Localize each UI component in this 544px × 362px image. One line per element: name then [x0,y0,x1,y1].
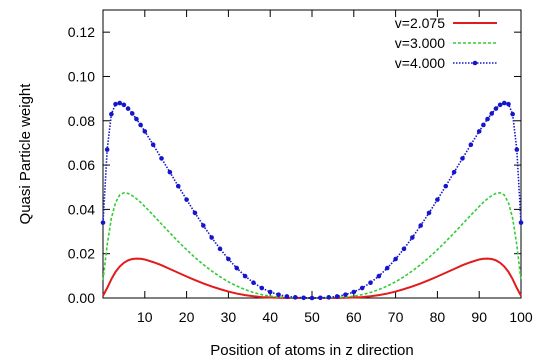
series-point-3 [284,294,290,299]
x-tick-label: 90 [471,309,487,325]
series-point-3 [276,292,281,297]
series-point-3 [242,273,248,279]
plot-frame [102,9,522,299]
series-point-3 [334,294,340,299]
series-point-3 [476,129,482,134]
x-tick-label: 30 [221,309,237,325]
series-point-3 [234,265,240,271]
series-point-3 [493,106,499,111]
x-tick-label: 100 [509,309,533,325]
legend-label: v=2.075 [395,15,445,31]
series-point-3 [292,295,298,300]
series-point-3 [501,100,507,106]
series-point-3 [100,220,106,225]
series-point-3 [226,256,231,262]
y-tick-label: 0.08 [68,113,95,129]
series-point-3 [184,197,189,202]
series-point-3 [121,102,127,108]
series-point-3 [159,156,164,161]
y-tick-label: 0.10 [68,68,95,84]
series-point-3 [129,111,135,116]
series-point-3 [384,265,390,271]
series-point-3 [460,156,465,161]
series-line-3 [102,102,522,299]
series-point-3 [368,280,373,286]
legend-label: v=4.000 [395,55,445,71]
series-point-3 [418,223,423,228]
x-axis-label-group: Position of atoms in z direction [210,342,413,359]
x-tick-label: 70 [388,309,404,325]
series-point-3 [142,129,148,134]
series-point-3 [109,111,114,117]
series-point-3 [217,246,223,252]
series-point-3 [267,289,273,295]
series-point-3 [138,122,143,128]
series-point-3 [510,111,515,117]
series-point-3 [443,183,449,189]
y-tick-label: 0.04 [68,201,95,217]
series-point-3 [134,116,139,122]
series-point-3 [359,285,365,291]
series-point-3 [326,295,332,300]
series-point-3 [489,111,495,116]
series-point-3 [117,100,123,106]
x-tick-label: 80 [430,309,446,325]
series-point-3 [514,147,520,152]
series-point-3 [468,142,474,147]
series-point-3 [125,106,131,111]
y-tick-label: 0.02 [68,246,95,262]
series-point-3 [104,147,110,152]
series-point-3 [251,280,256,286]
series-point-3 [497,102,503,108]
series-point-3 [351,289,357,295]
series-point-3 [435,197,440,202]
series-point-3 [451,169,457,175]
series-point-3 [113,101,118,107]
y-tick-label: 0.06 [68,157,95,173]
series-point-3 [309,295,315,301]
x-tick-label: 50 [304,309,320,325]
y-axis-label: Quasi Particle weight [17,83,34,225]
y-axis-label-group: Quasi Particle weight [17,83,34,225]
series-point-3 [343,292,348,297]
series-point-3 [301,295,306,301]
series-point-3 [175,183,181,189]
x-tick-label: 20 [179,309,195,325]
series-point-3 [209,235,214,240]
series-point-3 [259,285,265,291]
series-point-3 [150,142,156,147]
legend-point-3 [472,60,478,66]
series-point-3 [518,220,524,225]
series-point-3 [485,116,490,122]
series-point-3 [376,273,382,279]
x-tick-label: 60 [346,309,362,325]
series-point-3 [410,235,415,240]
series-point-3 [192,210,198,216]
series-point-3 [426,210,432,216]
y-tick-label: 0.00 [68,290,95,306]
y-tick-label: 0.12 [68,24,95,40]
series-point-3 [318,295,323,301]
legend-label: v=3.000 [395,35,445,51]
series-point-3 [201,223,206,228]
series-point-3 [481,122,486,128]
series-point-3 [167,169,173,175]
x-tick-label: 10 [137,309,153,325]
x-axis-label: Position of atoms in z direction [210,342,413,359]
series-line-2 [102,191,522,299]
series-point-3 [506,101,511,107]
series-point-3 [393,256,398,262]
series-point-3 [401,246,407,252]
x-tick-label: 40 [262,309,278,325]
